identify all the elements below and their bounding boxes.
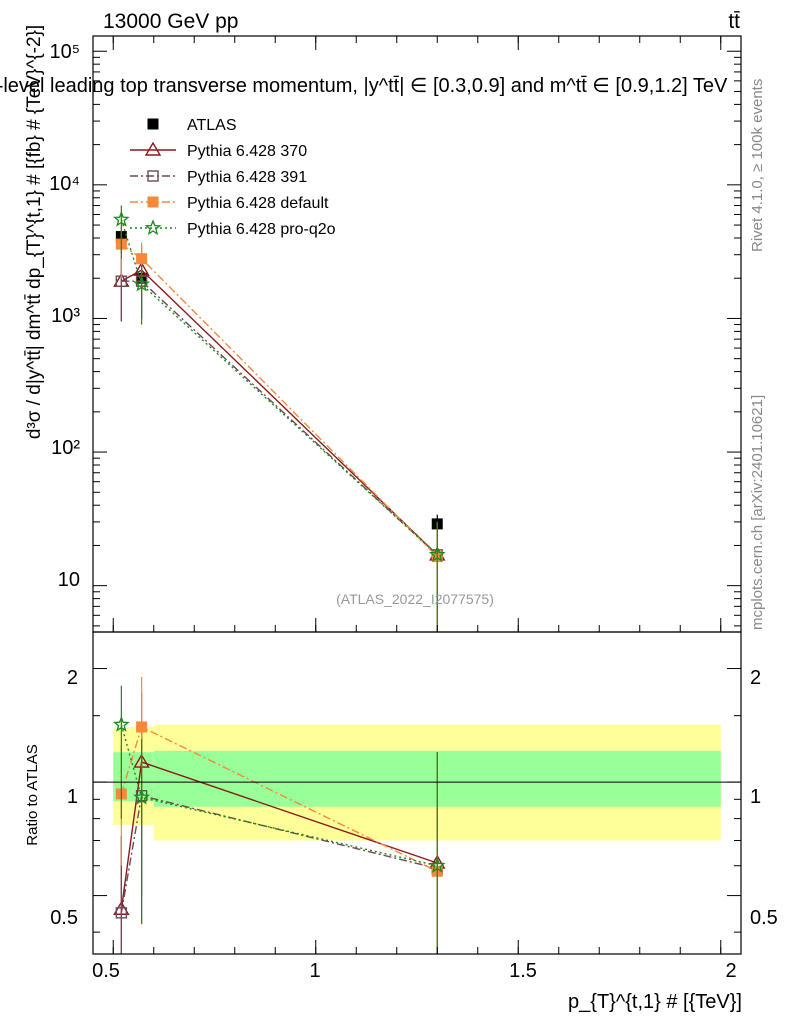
pythia-6-428-391-legend-marker [147, 170, 159, 182]
ratio-ytick-label-right: 2 [750, 667, 761, 689]
pythia-6-428-391-ratio-point [115, 907, 128, 919]
pythia-6-428-default-legend-label: Pythia 6.428 default [187, 195, 329, 212]
pythia-6-428-default-legend-marker [147, 196, 159, 208]
ratio-ytick-label: 0.5 [50, 907, 78, 929]
xtick-label: 1.5 [509, 960, 537, 982]
pythia-6-428-pro-q2o-ratio-point [133, 788, 151, 805]
main-y-axis-title: d³σ / d|y^tt̄| dm^tt̄ dp_{T}^{t,1} # [{f… [24, 25, 45, 439]
pythia-6-428-391-legend-label: Pythia 6.428 391 [187, 169, 307, 186]
main-ytick-label: 10² [51, 437, 80, 459]
atlas-legend-marker [147, 118, 159, 130]
ratio-ytick-label: 1 [67, 786, 78, 808]
main-plot-series [113, 205, 446, 632]
plot-title: Particle-level leading top transverse mo… [0, 75, 728, 97]
pythia-6-428-default-point [136, 253, 148, 265]
pythia-6-428-391-main-line [121, 280, 438, 556]
pythia-6-428-370-legend-marker [144, 141, 162, 156]
main-ytick-label: 10⁴ [49, 173, 80, 195]
atlas-legend-label: ATLAS [187, 117, 237, 134]
main-ytick-label: 10⁵ [49, 41, 80, 63]
ratio-plot-series [113, 676, 446, 954]
pythia-6-428-370-legend-label: Pythia 6.428 370 [187, 143, 307, 160]
pythia-6-428-default-main-line [120, 243, 438, 558]
ratio-ytick-label: 2 [67, 667, 78, 689]
mcplots-label: mcplots.cern.ch [arXiv:2401.10621] [749, 395, 766, 630]
pythia-6-428-370-main-line [121, 269, 438, 556]
axis-ticks [93, 36, 741, 954]
xtick-label: 1 [309, 960, 320, 982]
pythia-6-428-pro-q2o-point [428, 546, 446, 562]
main-ytick-label: 10 [58, 569, 80, 591]
pythia-6-428-pro-q2o-legend-label: Pythia 6.428 pro-q2o [187, 221, 336, 238]
pythia-6-428-pro-q2o-ratio-point [428, 856, 446, 873]
pythia-6-428-pro-q2o-main-line [120, 219, 438, 556]
ratio-y-axis-title: Ratio to ATLAS [24, 744, 41, 845]
ratio-ytick-label-right: 0.5 [750, 907, 778, 929]
pythia-6-428-pro-q2o-point [133, 275, 150, 292]
xtick-label: 0.5 [92, 960, 120, 982]
energy-label: 13000 GeV pp [103, 10, 238, 33]
pythia-6-428-pro-q2o-legend-marker [144, 219, 162, 236]
process-label: tt̄ [728, 10, 740, 33]
xtick-label: 2 [725, 960, 736, 982]
pythia-6-428-default-ratio-point [136, 721, 148, 733]
pythia-6-428-pro-q2o-point [113, 210, 130, 227]
ratio-plot-frame [92, 631, 742, 955]
ratio-ytick-label-right: 1 [750, 786, 761, 808]
analysis-id-label: (ATLAS_2022_I2077575) [336, 591, 494, 607]
x-axis-title: p_{T}^{t,1} # [{TeV}] [568, 991, 742, 1013]
pythia-6-428-pro-q2o-ratio-point [113, 715, 130, 732]
main-ytick-label: 10³ [51, 305, 80, 327]
legend: ATLAS Pythia 6.428 370 Pythia 6.428 391 Pyt… [130, 117, 336, 238]
rivet-version-label: Rivet 4.1.0, ≥ 100k events [749, 79, 766, 252]
